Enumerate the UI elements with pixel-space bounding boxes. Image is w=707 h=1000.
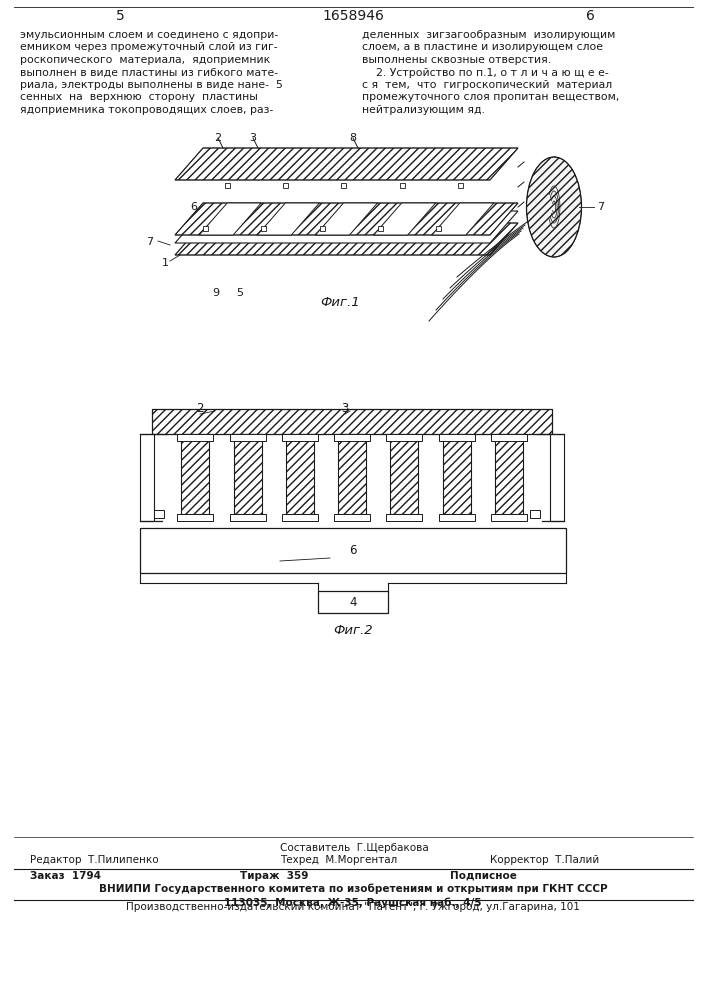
Bar <box>318 591 388 613</box>
Text: эмульсионным слоем и соединено с ядопри-: эмульсионным слоем и соединено с ядопри- <box>20 30 279 40</box>
Bar <box>286 434 314 514</box>
Ellipse shape <box>527 157 581 257</box>
Bar <box>338 434 366 514</box>
Text: выполнен в виде пластины из гибкого мате-: выполнен в виде пластины из гибкого мате… <box>20 68 278 78</box>
Text: 6: 6 <box>585 9 595 23</box>
Text: емником через промежуточный слой из гиг-: емником через промежуточный слой из гиг- <box>20 42 278 52</box>
Bar <box>262 226 267 231</box>
Text: 4: 4 <box>349 595 357 608</box>
Bar <box>491 514 527 521</box>
Bar <box>284 183 288 188</box>
Text: 113035, Москва, Ж-35, Раушская наб., 4/5: 113035, Москва, Ж-35, Раушская наб., 4/5 <box>224 897 481 908</box>
Bar <box>399 183 404 188</box>
Polygon shape <box>175 203 518 235</box>
Text: Подписное: Подписное <box>450 871 517 881</box>
Bar <box>530 510 540 518</box>
Bar <box>495 434 522 514</box>
Bar <box>457 183 463 188</box>
Text: 5: 5 <box>237 288 243 298</box>
Bar <box>140 434 154 521</box>
Text: ВНИИПИ Государственного комитета по изобретениям и открытиям при ГКНТ СССР: ВНИИПИ Государственного комитета по изоб… <box>99 884 607 894</box>
Bar <box>443 434 470 514</box>
Bar <box>334 434 370 441</box>
Text: промежуточного слоя пропитан веществом,: промежуточного слоя пропитан веществом, <box>362 93 619 103</box>
Bar <box>152 409 552 434</box>
Polygon shape <box>175 148 518 180</box>
Text: 3: 3 <box>341 402 349 416</box>
Bar <box>282 514 317 521</box>
Bar <box>152 409 552 434</box>
Text: 7: 7 <box>597 202 604 212</box>
Bar <box>436 226 441 231</box>
Text: Техред  М.Моргентал: Техред М.Моргентал <box>280 855 397 865</box>
Text: 2. Устройство по п.1, о т л и ч а ю щ е е-: 2. Устройство по п.1, о т л и ч а ю щ е … <box>362 68 609 78</box>
Text: сенных  на  верхнюю  сторону  пластины: сенных на верхнюю сторону пластины <box>20 93 258 103</box>
Text: 3: 3 <box>250 133 257 143</box>
Bar <box>154 510 164 518</box>
Polygon shape <box>257 203 320 235</box>
Polygon shape <box>175 223 518 255</box>
Text: Заказ  1794: Заказ 1794 <box>30 871 101 881</box>
Bar <box>491 434 527 441</box>
Bar <box>140 528 566 573</box>
Bar <box>177 434 214 441</box>
Bar <box>230 434 266 441</box>
Bar <box>390 434 419 514</box>
Text: Фиг.1: Фиг.1 <box>320 296 360 308</box>
Text: Фиг.2: Фиг.2 <box>333 624 373 638</box>
Bar <box>386 514 422 521</box>
Bar <box>233 434 262 514</box>
Bar <box>286 434 314 514</box>
Bar <box>341 183 346 188</box>
Text: роскопического  материала,  ядоприемник: роскопического материала, ядоприемник <box>20 55 270 65</box>
Text: 9: 9 <box>212 288 220 298</box>
Polygon shape <box>175 211 518 243</box>
Text: Редактор  Т.Пилипенко: Редактор Т.Пилипенко <box>30 855 158 865</box>
Bar <box>181 434 209 514</box>
Text: выполнены сквозные отверстия.: выполнены сквозные отверстия. <box>362 55 551 65</box>
Bar <box>181 434 209 514</box>
Bar <box>495 434 522 514</box>
Polygon shape <box>315 203 378 235</box>
Text: 5: 5 <box>116 9 124 23</box>
Bar <box>177 514 214 521</box>
Text: 2: 2 <box>214 133 221 143</box>
Text: слоем, а в пластине и изолирующем слое: слоем, а в пластине и изолирующем слое <box>362 42 603 52</box>
Polygon shape <box>432 203 493 235</box>
Text: 2: 2 <box>197 402 204 416</box>
Polygon shape <box>199 203 261 235</box>
Text: деленных  зигзагообразным  изолирующим: деленных зигзагообразным изолирующим <box>362 30 615 40</box>
Bar <box>225 183 230 188</box>
Bar <box>378 226 382 231</box>
Polygon shape <box>374 203 436 235</box>
Text: Корректор  Т.Палий: Корректор Т.Палий <box>490 855 600 865</box>
Text: Составитель  Г.Щербакова: Составитель Г.Щербакова <box>280 843 428 853</box>
Text: Тираж  359: Тираж 359 <box>240 871 308 881</box>
Bar <box>438 434 474 441</box>
Bar <box>233 434 262 514</box>
Text: риала, электроды выполнены в виде нане-  5: риала, электроды выполнены в виде нане- … <box>20 80 283 90</box>
Bar <box>550 434 564 521</box>
Bar <box>390 434 419 514</box>
Text: с я  тем,  что  гигроскопический  материал: с я тем, что гигроскопический материал <box>362 80 612 90</box>
Text: 8: 8 <box>349 133 356 143</box>
Bar <box>386 434 422 441</box>
Bar <box>338 434 366 514</box>
Text: 1658946: 1658946 <box>322 9 384 23</box>
Text: 7: 7 <box>146 237 153 247</box>
Text: 6: 6 <box>190 202 197 212</box>
Text: ядоприемника токопроводящих слоев, раз-: ядоприемника токопроводящих слоев, раз- <box>20 105 273 115</box>
Text: нейтрализующим яд.: нейтрализующим яд. <box>362 105 485 115</box>
Text: Производственно-издательский комбинат "Патент", г. Ужгород, ул.Гагарина, 101: Производственно-издательский комбинат "П… <box>126 902 580 912</box>
Text: 1: 1 <box>161 258 168 268</box>
Bar <box>203 226 208 231</box>
Bar <box>438 514 474 521</box>
Bar <box>230 514 266 521</box>
Bar <box>282 434 317 441</box>
Bar <box>320 226 325 231</box>
Text: 6: 6 <box>349 544 357 557</box>
Bar <box>334 514 370 521</box>
Bar <box>443 434 470 514</box>
